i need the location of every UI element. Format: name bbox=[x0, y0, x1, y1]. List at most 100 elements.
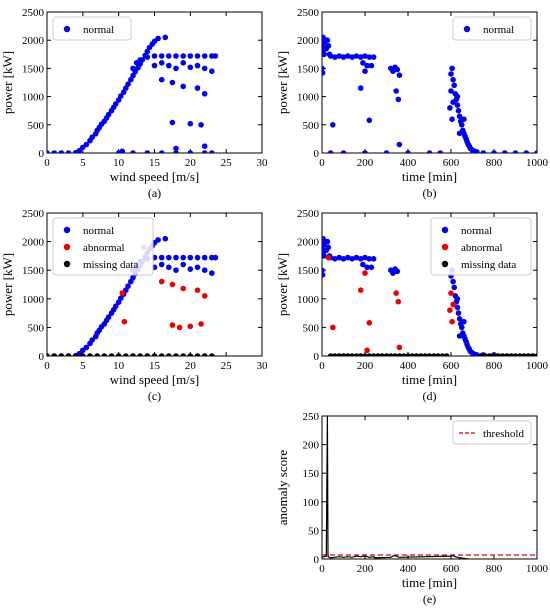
series-normal bbox=[322, 34, 537, 153]
x-tick-label: 1000 bbox=[526, 563, 549, 575]
data-point bbox=[180, 83, 186, 90]
data-point bbox=[362, 254, 368, 261]
data-point bbox=[166, 353, 172, 356]
y-tick-label: 1000 bbox=[22, 294, 45, 306]
data-point bbox=[158, 353, 165, 356]
data-point bbox=[370, 353, 377, 356]
data-point bbox=[47, 150, 50, 153]
y-tick-label: 50 bbox=[308, 525, 320, 537]
data-point bbox=[144, 353, 151, 356]
series-abnormal bbox=[325, 254, 456, 354]
data-point bbox=[169, 79, 176, 86]
data-point bbox=[364, 264, 370, 271]
x-tick-label: 30 bbox=[257, 360, 269, 372]
data-point bbox=[495, 353, 502, 356]
data-point bbox=[456, 316, 463, 322]
data-point bbox=[108, 353, 115, 356]
data-point bbox=[169, 322, 176, 328]
data-point bbox=[194, 53, 201, 59]
data-point bbox=[450, 99, 456, 105]
x-tick-label: 0 bbox=[44, 360, 50, 372]
data-point bbox=[368, 264, 375, 271]
data-point bbox=[383, 353, 390, 356]
y-tick-label: 100 bbox=[303, 497, 320, 509]
legend: normal bbox=[52, 16, 132, 41]
data-point bbox=[89, 337, 95, 343]
data-point bbox=[366, 117, 373, 124]
y-tick-label: 1000 bbox=[297, 92, 320, 104]
data-point bbox=[187, 64, 194, 71]
x-axis-label: wind speed [m/s] bbox=[110, 169, 200, 184]
data-point bbox=[486, 353, 493, 356]
data-point bbox=[529, 353, 536, 356]
data-point bbox=[454, 304, 461, 311]
chart-c: 0 5 10 15 20 25 30 0 500 1000 1500 2000 2500 wind spe… bbox=[0, 208, 268, 403]
legend-box bbox=[452, 420, 532, 445]
panel-caption: (e) bbox=[423, 592, 436, 606]
data-point bbox=[65, 353, 72, 356]
data-point bbox=[180, 353, 186, 356]
data-point bbox=[125, 81, 131, 87]
data-point bbox=[349, 255, 355, 262]
data-point bbox=[370, 54, 377, 60]
data-point bbox=[137, 57, 143, 63]
y-tick-label: 1500 bbox=[22, 265, 45, 277]
data-point bbox=[454, 296, 461, 302]
legend-marker bbox=[63, 226, 71, 234]
data-point bbox=[480, 150, 487, 153]
panel-caption: (c) bbox=[148, 389, 161, 403]
data-point bbox=[405, 150, 411, 153]
x-tick-label: 15 bbox=[149, 157, 161, 169]
data-point bbox=[201, 293, 208, 299]
x-tick-label: 0 bbox=[319, 360, 325, 372]
data-point bbox=[330, 122, 336, 128]
data-point bbox=[448, 71, 454, 77]
legend-label: threshold bbox=[483, 428, 524, 440]
data-point bbox=[187, 266, 194, 272]
data-point bbox=[534, 353, 537, 356]
legend-box bbox=[430, 217, 532, 276]
x-tick-label: 10 bbox=[113, 157, 125, 169]
legend-label: normal bbox=[83, 24, 114, 36]
data-point bbox=[450, 76, 456, 83]
data-point bbox=[491, 150, 497, 153]
data-point bbox=[448, 290, 454, 296]
data-point bbox=[474, 352, 480, 356]
data-point bbox=[176, 324, 183, 331]
x-tick-label: 400 bbox=[400, 563, 417, 575]
legend-label: abnormal bbox=[83, 242, 125, 254]
data-point bbox=[364, 62, 370, 69]
data-point bbox=[101, 353, 108, 356]
chart-e: 0 200 400 600 800 1000 0 50 100 150 200 250 time [mi… bbox=[275, 411, 549, 606]
data-point bbox=[212, 254, 219, 261]
y-axis-label: power [kW] bbox=[0, 253, 15, 316]
data-point bbox=[332, 54, 338, 60]
data-point bbox=[212, 53, 219, 59]
data-point bbox=[459, 122, 465, 128]
y-axis-label: power [kW] bbox=[0, 51, 15, 114]
data-point bbox=[209, 150, 215, 153]
data-point bbox=[448, 88, 454, 94]
data-point bbox=[158, 254, 165, 261]
data-point bbox=[87, 353, 93, 356]
data-point bbox=[187, 254, 194, 261]
data-point bbox=[357, 353, 364, 356]
data-point bbox=[158, 76, 165, 83]
data-point bbox=[94, 353, 100, 356]
data-point bbox=[418, 353, 424, 356]
data-point bbox=[521, 353, 527, 356]
data-point bbox=[118, 93, 124, 99]
data-point bbox=[366, 353, 373, 356]
data-point bbox=[474, 149, 480, 153]
y-tick-label: 2000 bbox=[22, 237, 45, 249]
data-point bbox=[194, 264, 201, 271]
data-point bbox=[180, 285, 186, 292]
data-point bbox=[405, 353, 411, 356]
data-point bbox=[162, 34, 169, 41]
data-point bbox=[353, 254, 360, 261]
data-point bbox=[413, 353, 420, 356]
y-tick-label: 0 bbox=[39, 351, 45, 363]
data-point bbox=[201, 91, 208, 97]
data-point bbox=[362, 353, 368, 356]
series-missing-data bbox=[327, 353, 537, 356]
